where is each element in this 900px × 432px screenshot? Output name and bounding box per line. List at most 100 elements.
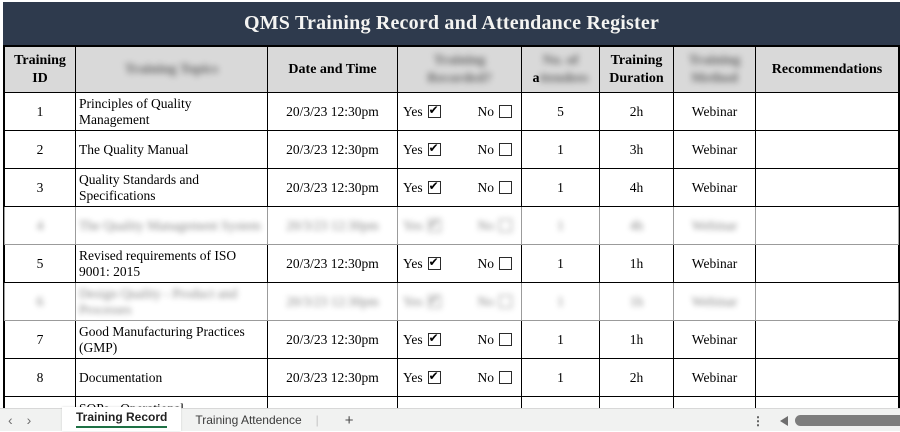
table-row: 2 The Quality Manual 20/3/23 12:30pm Yes… bbox=[4, 130, 899, 169]
training-record-table: Training ID Training Topics Date and Tim… bbox=[3, 45, 900, 408]
cell-date-and-time bbox=[267, 396, 398, 408]
no-checkbox-icon[interactable] bbox=[499, 295, 512, 308]
yes-label: Yes bbox=[403, 141, 423, 157]
cell-attendees: 5 bbox=[521, 92, 600, 131]
table-body: 1 Principles of Quality Management 20/3/… bbox=[4, 92, 899, 408]
yes-label: Yes bbox=[403, 331, 423, 347]
cell-training-id: 7 bbox=[4, 320, 76, 359]
cell-date-and-time: 20/3/23 12:30pm bbox=[267, 92, 398, 131]
cell-training-id: 8 bbox=[4, 358, 76, 397]
table-row: 4 The Quality Management System 20/3/23 … bbox=[4, 206, 899, 245]
tab-divider: | bbox=[315, 413, 319, 427]
cell-training-id: 2 bbox=[4, 130, 76, 169]
tab-training-attendence[interactable]: Training Attendence bbox=[195, 413, 302, 427]
cell-method bbox=[673, 396, 756, 408]
cell-attendees: 1 bbox=[521, 206, 600, 245]
cell-duration: 3h bbox=[599, 130, 674, 169]
no-checkbox-icon[interactable] bbox=[499, 105, 512, 118]
no-label: No bbox=[477, 369, 495, 385]
cell-method: Webinar bbox=[673, 130, 756, 169]
cell-method: Webinar bbox=[673, 92, 756, 131]
no-checkbox-icon[interactable] bbox=[499, 143, 512, 156]
yes-checkbox-checked-icon[interactable] bbox=[427, 369, 441, 384]
col-header-training-id: Training ID bbox=[4, 46, 76, 93]
cell-training-recorded: Yes No bbox=[397, 282, 522, 321]
table-header-row: Training ID Training Topics Date and Tim… bbox=[4, 46, 899, 93]
cell-duration: 1h bbox=[599, 244, 674, 283]
yes-checkbox-checked-icon[interactable] bbox=[427, 103, 441, 118]
no-checkbox-icon[interactable] bbox=[499, 257, 512, 270]
cell-duration: 1h bbox=[599, 320, 674, 359]
col-header-recommendations: Recommendations bbox=[755, 46, 899, 93]
table-row: 7 Good Manufacturing Practices (GMP) 20/… bbox=[4, 320, 899, 359]
document-title-bar: QMS Training Record and Attendance Regis… bbox=[3, 2, 900, 45]
horizontal-scrollbar[interactable] bbox=[780, 409, 900, 432]
cell-attendees: 1 bbox=[521, 130, 600, 169]
yes-label: Yes bbox=[403, 179, 423, 195]
cell-date-and-time: 20/3/23 12:30pm bbox=[267, 282, 398, 321]
yes-checkbox-checked-icon[interactable] bbox=[427, 255, 441, 270]
cell-training-topic: Documentation bbox=[75, 358, 268, 397]
page-title: QMS Training Record and Attendance Regis… bbox=[243, 12, 660, 34]
next-sheet-icon[interactable]: › bbox=[26, 412, 32, 428]
cell-date-and-time: 20/3/23 12:30pm bbox=[267, 206, 398, 245]
table-row: 1 Principles of Quality Management 20/3/… bbox=[4, 92, 899, 131]
cell-date-and-time: 20/3/23 12:30pm bbox=[267, 320, 398, 359]
table-row: 6 Design Quality - Product and Processes… bbox=[4, 282, 899, 321]
yes-label: Yes bbox=[403, 217, 423, 233]
cell-method: Webinar bbox=[673, 282, 756, 321]
add-sheet-button[interactable]: + bbox=[344, 411, 354, 429]
yes-label: Yes bbox=[403, 293, 423, 309]
no-checkbox-icon[interactable] bbox=[499, 371, 512, 384]
yes-label: Yes bbox=[403, 103, 423, 119]
table-row: 5 Revised requirements of ISO 9001: 2015… bbox=[4, 244, 899, 283]
yes-checkbox-checked-icon[interactable] bbox=[427, 293, 441, 308]
cell-training-topic: Design Quality - Product and Processes bbox=[75, 282, 268, 321]
cell-recommendations bbox=[755, 168, 899, 207]
cell-training-recorded: Yes No bbox=[397, 206, 522, 245]
more-options-icon[interactable]: ⋮ bbox=[752, 413, 764, 428]
cell-date-and-time: 20/3/23 12:30pm bbox=[267, 358, 398, 397]
scroll-left-icon[interactable] bbox=[780, 415, 788, 426]
col-header-training-recorded: Training Recorded? bbox=[397, 46, 522, 93]
tab-training-record[interactable]: Training Record bbox=[62, 407, 182, 431]
col-header-training-method: Training Method bbox=[673, 46, 756, 93]
cell-training-id: 3 bbox=[4, 168, 76, 207]
scrollbar-thumb[interactable] bbox=[795, 415, 900, 426]
yes-checkbox-checked-icon[interactable] bbox=[427, 141, 441, 156]
cell-recommendations bbox=[755, 206, 899, 245]
no-checkbox-icon[interactable] bbox=[499, 181, 512, 194]
yes-checkbox-checked-icon[interactable] bbox=[427, 331, 441, 346]
yes-label: Yes bbox=[403, 369, 423, 385]
cell-recommendations bbox=[755, 396, 899, 408]
cell-method: Webinar bbox=[673, 244, 756, 283]
prev-sheet-icon[interactable]: ‹ bbox=[8, 412, 13, 428]
cell-training-recorded: Yes No bbox=[397, 244, 522, 283]
cell-attendees: 1 bbox=[521, 282, 600, 321]
cell-date-and-time: 20/3/23 12:30pm bbox=[267, 168, 398, 207]
cell-attendees: 1 bbox=[521, 168, 600, 207]
cell-training-topic: Quality Standards and Specifications bbox=[75, 168, 268, 207]
no-checkbox-icon[interactable] bbox=[499, 333, 512, 346]
cell-training-id: 1 bbox=[4, 92, 76, 131]
no-checkbox-icon[interactable] bbox=[499, 219, 512, 232]
no-label: No bbox=[477, 103, 495, 119]
cell-duration bbox=[599, 396, 674, 408]
yes-checkbox-checked-icon[interactable] bbox=[427, 179, 441, 194]
cell-training-recorded: Yes No bbox=[397, 358, 522, 397]
cell-recommendations bbox=[755, 92, 899, 131]
col-header-date-and-time: Date and Time bbox=[267, 46, 398, 93]
no-label: No bbox=[477, 179, 495, 195]
cell-date-and-time: 20/3/23 12:30pm bbox=[267, 130, 398, 169]
cell-recommendations bbox=[755, 130, 899, 169]
yes-checkbox-checked-icon[interactable] bbox=[427, 217, 441, 232]
cell-duration: 2h bbox=[599, 358, 674, 397]
col-header-training-topics: Training Topics bbox=[75, 46, 268, 93]
yes-label: Yes bbox=[403, 255, 423, 271]
cell-training-recorded: Yes No bbox=[397, 396, 522, 408]
cell-training-recorded: Yes No bbox=[397, 130, 522, 169]
col-header-training-duration: Training Duration bbox=[599, 46, 674, 93]
table-row: 3 Quality Standards and Specifications 2… bbox=[4, 168, 899, 207]
table-row: 9 SOPs - Operational Yes No bbox=[4, 396, 899, 408]
cell-duration: 4h bbox=[599, 168, 674, 207]
